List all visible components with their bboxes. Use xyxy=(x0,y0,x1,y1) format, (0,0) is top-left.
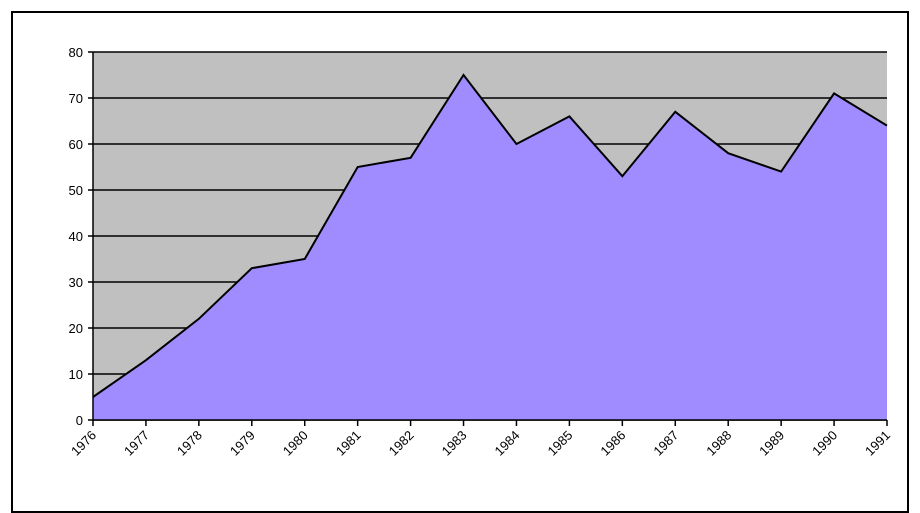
y-tick-label: 0 xyxy=(76,413,83,428)
y-tick-label: 70 xyxy=(69,91,83,106)
y-tick-label: 10 xyxy=(69,367,83,382)
y-tick-label: 20 xyxy=(69,321,83,336)
y-tick-label: 60 xyxy=(69,137,83,152)
y-tick-label: 40 xyxy=(69,229,83,244)
y-tick-label: 50 xyxy=(69,183,83,198)
y-tick-label: 30 xyxy=(69,275,83,290)
y-tick-label: 80 xyxy=(69,45,83,60)
area xyxy=(93,75,887,420)
area-outline xyxy=(92,73,888,398)
